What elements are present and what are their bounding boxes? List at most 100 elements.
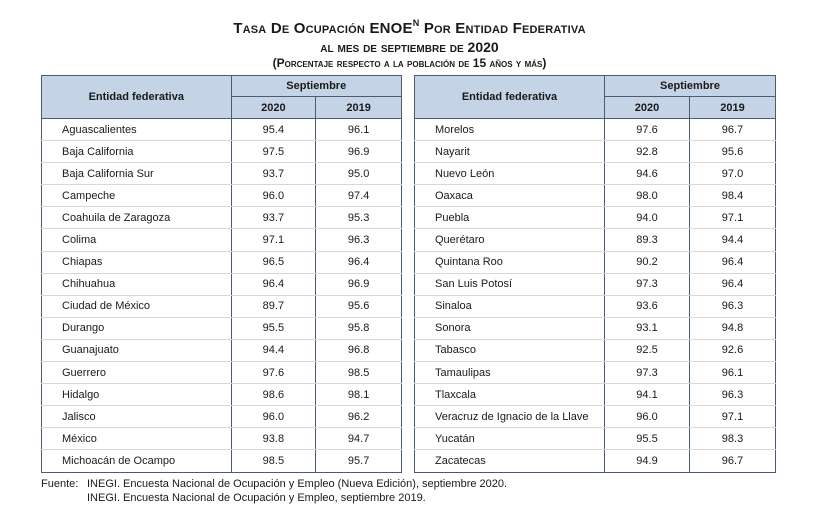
table-row: Guanajuato 94.4 96.8 bbox=[41, 339, 402, 363]
table-row: Aguascalientes 95.4 96.1 bbox=[41, 118, 402, 142]
entity-name-cell: Yucatán bbox=[414, 427, 605, 451]
entity-name-cell: Jalisco bbox=[41, 405, 232, 429]
value-2019-cell: 98.4 bbox=[689, 184, 776, 208]
entity-name-cell: Guanajuato bbox=[41, 339, 232, 363]
entity-name-cell: Guerrero bbox=[41, 361, 232, 385]
value-2020-cell: 96.0 bbox=[230, 405, 317, 429]
table-right-body: Morelos 97.6 96.7 Nayarit 92.8 95.6 Nuevo León… bbox=[414, 118, 776, 473]
document-title: Tasa De Ocupación ENOEN Por Entidad Fede… bbox=[0, 14, 819, 71]
value-2019-cell: 95.6 bbox=[315, 295, 402, 318]
table-row: Puebla 94.0 97.1 bbox=[414, 206, 776, 230]
value-2020-cell: 98.6 bbox=[230, 383, 317, 407]
table-row: Chihuahua 96.4 96.9 bbox=[41, 273, 402, 296]
source-line-2: INEGI. Encuesta Nacional de Ocupación y … bbox=[87, 492, 426, 504]
table-row: Tlaxcala 94.1 96.3 bbox=[414, 383, 776, 407]
entity-name-cell: Quintana Roo bbox=[414, 251, 605, 274]
value-2019-cell: 96.3 bbox=[315, 228, 402, 252]
entity-name-cell: Tamaulipas bbox=[414, 361, 605, 385]
value-2019-cell: 96.9 bbox=[315, 140, 402, 164]
entity-name-cell: Michoacán de Ocampo bbox=[41, 449, 232, 473]
value-2020-cell: 93.8 bbox=[230, 427, 317, 451]
value-2020-cell: 97.3 bbox=[604, 361, 690, 385]
value-2019-cell: 97.1 bbox=[689, 206, 776, 230]
entity-name-cell: Durango bbox=[41, 317, 232, 340]
value-2019-cell: 94.4 bbox=[689, 228, 776, 252]
value-2019-cell: 96.4 bbox=[315, 251, 402, 274]
table-row: Ciudad de México 89.7 95.6 bbox=[41, 295, 402, 318]
entity-name-cell: Campeche bbox=[41, 184, 232, 208]
table-row: Tabasco 92.5 92.6 bbox=[414, 339, 776, 363]
table-row: Nuevo León 94.6 97.0 bbox=[414, 162, 776, 186]
value-2020-cell: 95.4 bbox=[230, 118, 317, 142]
value-2020-cell: 94.0 bbox=[604, 206, 690, 230]
entity-name-cell: Oaxaca bbox=[414, 184, 605, 208]
entity-name-cell: Tabasco bbox=[414, 339, 605, 363]
value-2020-cell: 98.0 bbox=[604, 184, 690, 208]
table-row: Colima 97.1 96.3 bbox=[41, 228, 402, 252]
value-2020-cell: 98.5 bbox=[230, 449, 317, 473]
header-entity: Entidad federativa bbox=[414, 75, 605, 119]
entity-name-cell: Tlaxcala bbox=[414, 383, 605, 407]
table-row: Sonora 93.1 94.8 bbox=[414, 317, 776, 340]
entity-name-cell: Baja California Sur bbox=[41, 162, 232, 186]
value-2020-cell: 96.0 bbox=[604, 405, 690, 429]
value-2019-cell: 97.0 bbox=[689, 162, 776, 186]
table-row: Nayarit 92.8 95.6 bbox=[414, 140, 776, 164]
value-2020-cell: 96.0 bbox=[230, 184, 317, 208]
entity-name-cell: Sinaloa bbox=[414, 295, 605, 318]
value-2019-cell: 96.7 bbox=[689, 449, 776, 473]
table-row: Quintana Roo 90.2 96.4 bbox=[414, 251, 776, 274]
entity-name-cell: Aguascalientes bbox=[41, 118, 232, 142]
value-2020-cell: 96.5 bbox=[230, 251, 317, 274]
entity-name-cell: Hidalgo bbox=[41, 383, 232, 407]
value-2020-cell: 89.3 bbox=[604, 228, 690, 252]
table-left: Entidad federativa Septiembre 2020 2019 … bbox=[41, 75, 403, 473]
value-2020-cell: 97.6 bbox=[604, 118, 690, 142]
source-label: Fuente: bbox=[41, 478, 79, 490]
value-2019-cell: 95.3 bbox=[315, 206, 402, 230]
value-2019-cell: 96.3 bbox=[689, 383, 776, 407]
value-2020-cell: 95.5 bbox=[604, 427, 690, 451]
header-year-2019: 2019 bbox=[315, 96, 402, 119]
table-row: Veracruz de Ignacio de la Llave 96.0 97.1 bbox=[414, 405, 776, 429]
value-2020-cell: 94.9 bbox=[604, 449, 690, 473]
value-2020-cell: 97.3 bbox=[604, 273, 690, 296]
value-2020-cell: 93.7 bbox=[230, 162, 317, 186]
value-2019-cell: 96.9 bbox=[315, 273, 402, 296]
header-month: Septiembre bbox=[604, 75, 776, 97]
value-2020-cell: 97.1 bbox=[230, 228, 317, 252]
value-2020-cell: 94.1 bbox=[604, 383, 690, 407]
table-row: Chiapas 96.5 96.4 bbox=[41, 251, 402, 274]
value-2019-cell: 98.1 bbox=[315, 383, 402, 407]
table-row: Tamaulipas 97.3 96.1 bbox=[414, 361, 776, 385]
value-2019-cell: 95.6 bbox=[689, 140, 776, 164]
table-row: Michoacán de Ocampo 98.5 95.7 bbox=[41, 449, 402, 473]
value-2019-cell: 92.6 bbox=[689, 339, 776, 363]
value-2020-cell: 96.4 bbox=[230, 273, 317, 296]
table-row: Baja California Sur 93.7 95.0 bbox=[41, 162, 402, 186]
value-2020-cell: 94.4 bbox=[230, 339, 317, 363]
table-left-body: Aguascalientes 95.4 96.1 Baja California 97.… bbox=[41, 118, 402, 473]
source-line-1: INEGI. Encuesta Nacional de Ocupación y … bbox=[87, 478, 508, 490]
entity-name-cell: Coahuila de Zaragoza bbox=[41, 206, 232, 230]
value-2020-cell: 89.7 bbox=[230, 295, 317, 318]
value-2019-cell: 97.1 bbox=[689, 405, 776, 429]
value-2019-cell: 94.7 bbox=[315, 427, 402, 451]
table-row: Morelos 97.6 96.7 bbox=[414, 118, 776, 142]
value-2020-cell: 92.5 bbox=[604, 339, 690, 363]
value-2019-cell: 96.3 bbox=[689, 295, 776, 318]
entity-name-cell: Sonora bbox=[414, 317, 605, 340]
entity-name-cell: Morelos bbox=[414, 118, 605, 142]
table-row: Baja California 97.5 96.9 bbox=[41, 140, 402, 164]
title-superscript: N bbox=[412, 18, 420, 28]
value-2020-cell: 90.2 bbox=[604, 251, 690, 274]
entity-name-cell: Nuevo León bbox=[414, 162, 605, 186]
table-row: Jalisco 96.0 96.2 bbox=[41, 405, 402, 429]
table-row: Oaxaca 98.0 98.4 bbox=[414, 184, 776, 208]
value-2019-cell: 98.3 bbox=[689, 427, 776, 451]
table-row: Campeche 96.0 97.4 bbox=[41, 184, 402, 208]
title-line-2: al mes de septiembre de 2020 bbox=[320, 39, 499, 55]
source-note: Fuente: INEGI. Encuesta Nacional de Ocupa… bbox=[41, 477, 507, 505]
title-line-1: Tasa De Ocupación ENOEN Por Entidad Fede… bbox=[233, 18, 586, 37]
table-row: Durango 95.5 95.8 bbox=[41, 317, 402, 340]
